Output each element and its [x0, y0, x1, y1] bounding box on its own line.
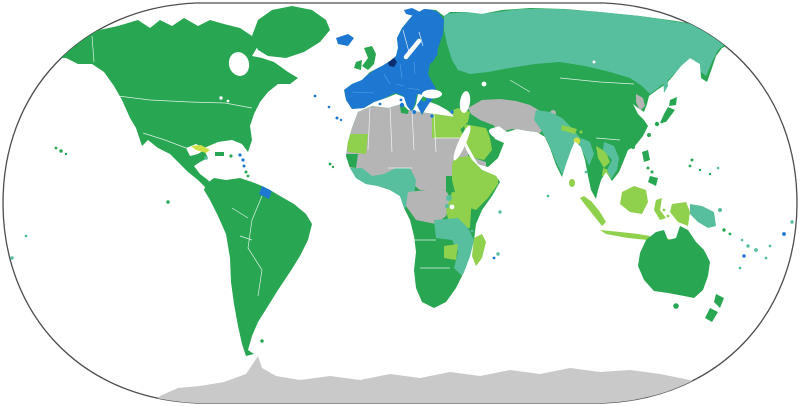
- trinidad-tobago-islands: [244, 170, 250, 178]
- puerto-rico: [229, 154, 233, 158]
- africa-subregions: [346, 104, 498, 276]
- aral-sea-water: [481, 81, 487, 87]
- greenland: [252, 6, 330, 58]
- south-pacific-west-islands: [10, 234, 28, 260]
- land-layer: [10, 6, 794, 403]
- mediterranean-eu-islands: [378, 98, 434, 118]
- comoros: [470, 229, 474, 233]
- congo-basin: [406, 188, 452, 224]
- new-zealand: [705, 294, 724, 322]
- black-sea-water: [422, 89, 442, 99]
- fiji: [754, 248, 758, 252]
- hudson-bay-water: [228, 52, 250, 76]
- seychelles: [498, 210, 502, 214]
- solomon-islands: [722, 228, 732, 236]
- samoa-tonga-islands: [764, 244, 772, 260]
- bahamas-islands: [208, 136, 217, 144]
- senegal-gambia: [346, 154, 358, 168]
- taiwan: [647, 133, 651, 137]
- canary-islands: [335, 116, 343, 122]
- azores-madeira-islands: [313, 94, 331, 109]
- maldives-islands: [546, 194, 550, 198]
- novaya-zemlya: [464, 16, 480, 26]
- netherlands: [388, 58, 397, 67]
- ireland: [354, 60, 362, 70]
- vanuatu: [746, 244, 750, 248]
- baltic-sea-water: [403, 38, 422, 60]
- galapagos: [166, 200, 170, 204]
- antarctica: [150, 356, 730, 403]
- zimbabwe: [444, 244, 458, 260]
- jamaica: [204, 156, 208, 160]
- new-caledonia: [742, 254, 746, 258]
- laos: [596, 146, 610, 168]
- french-polynesia: [782, 232, 786, 236]
- reunion: [492, 256, 496, 260]
- europe-borders: [351, 61, 421, 94]
- kiribati-polynesia-islands: [738, 220, 794, 270]
- north-korea: [636, 94, 645, 111]
- uganda-rwanda: [445, 195, 452, 208]
- mauritius: [496, 252, 500, 256]
- eastern-europe: [429, 56, 451, 90]
- lake-baikal-water: [592, 60, 596, 64]
- saudi-arabia: [464, 124, 492, 160]
- madagascar: [472, 234, 486, 266]
- papua-new-guinea: [690, 204, 722, 228]
- caspian-sea-water: [459, 91, 471, 113]
- red-sea-water: [453, 125, 471, 161]
- marshall-islands: [716, 166, 720, 170]
- cuba: [191, 145, 210, 153]
- australia: [638, 226, 710, 298]
- bermuda: [241, 118, 245, 122]
- guam: [690, 158, 694, 162]
- persian-gulf-water: [488, 129, 502, 139]
- hainan: [631, 145, 635, 149]
- japan-islands: [654, 97, 677, 127]
- indonesia-islands: [580, 186, 690, 242]
- andaman-islands: [584, 170, 588, 174]
- svalbard: [404, 8, 420, 16]
- philippines-islands: [642, 150, 658, 186]
- great-lake-water: [219, 96, 223, 100]
- myanmar: [579, 138, 594, 166]
- sri-lanka: [569, 179, 575, 187]
- country-borders: [91, 29, 635, 297]
- russia: [444, 9, 736, 94]
- iceland: [336, 34, 354, 46]
- french-antilles-islands: [238, 153, 246, 168]
- united-kingdom: [362, 46, 376, 70]
- vietnam: [603, 142, 619, 179]
- sakhalin: [663, 74, 668, 93]
- tasmania: [673, 303, 679, 309]
- lake-victoria-water: [449, 204, 455, 210]
- great-lake-water: [226, 99, 230, 103]
- cape-verde-islands: [328, 162, 335, 169]
- hispaniola: [215, 152, 224, 156]
- falkland-islands: [260, 339, 264, 343]
- middle-east-gray: [468, 99, 547, 133]
- hawaii-islands: [54, 146, 68, 156]
- mauritania: [346, 134, 368, 154]
- yemen: [474, 158, 486, 168]
- micronesia-islands: [688, 164, 712, 176]
- zambezi-mozambique: [434, 218, 474, 276]
- nepal-bhutan: [561, 125, 583, 134]
- cyprus: [450, 110, 454, 114]
- south-america: [204, 178, 312, 356]
